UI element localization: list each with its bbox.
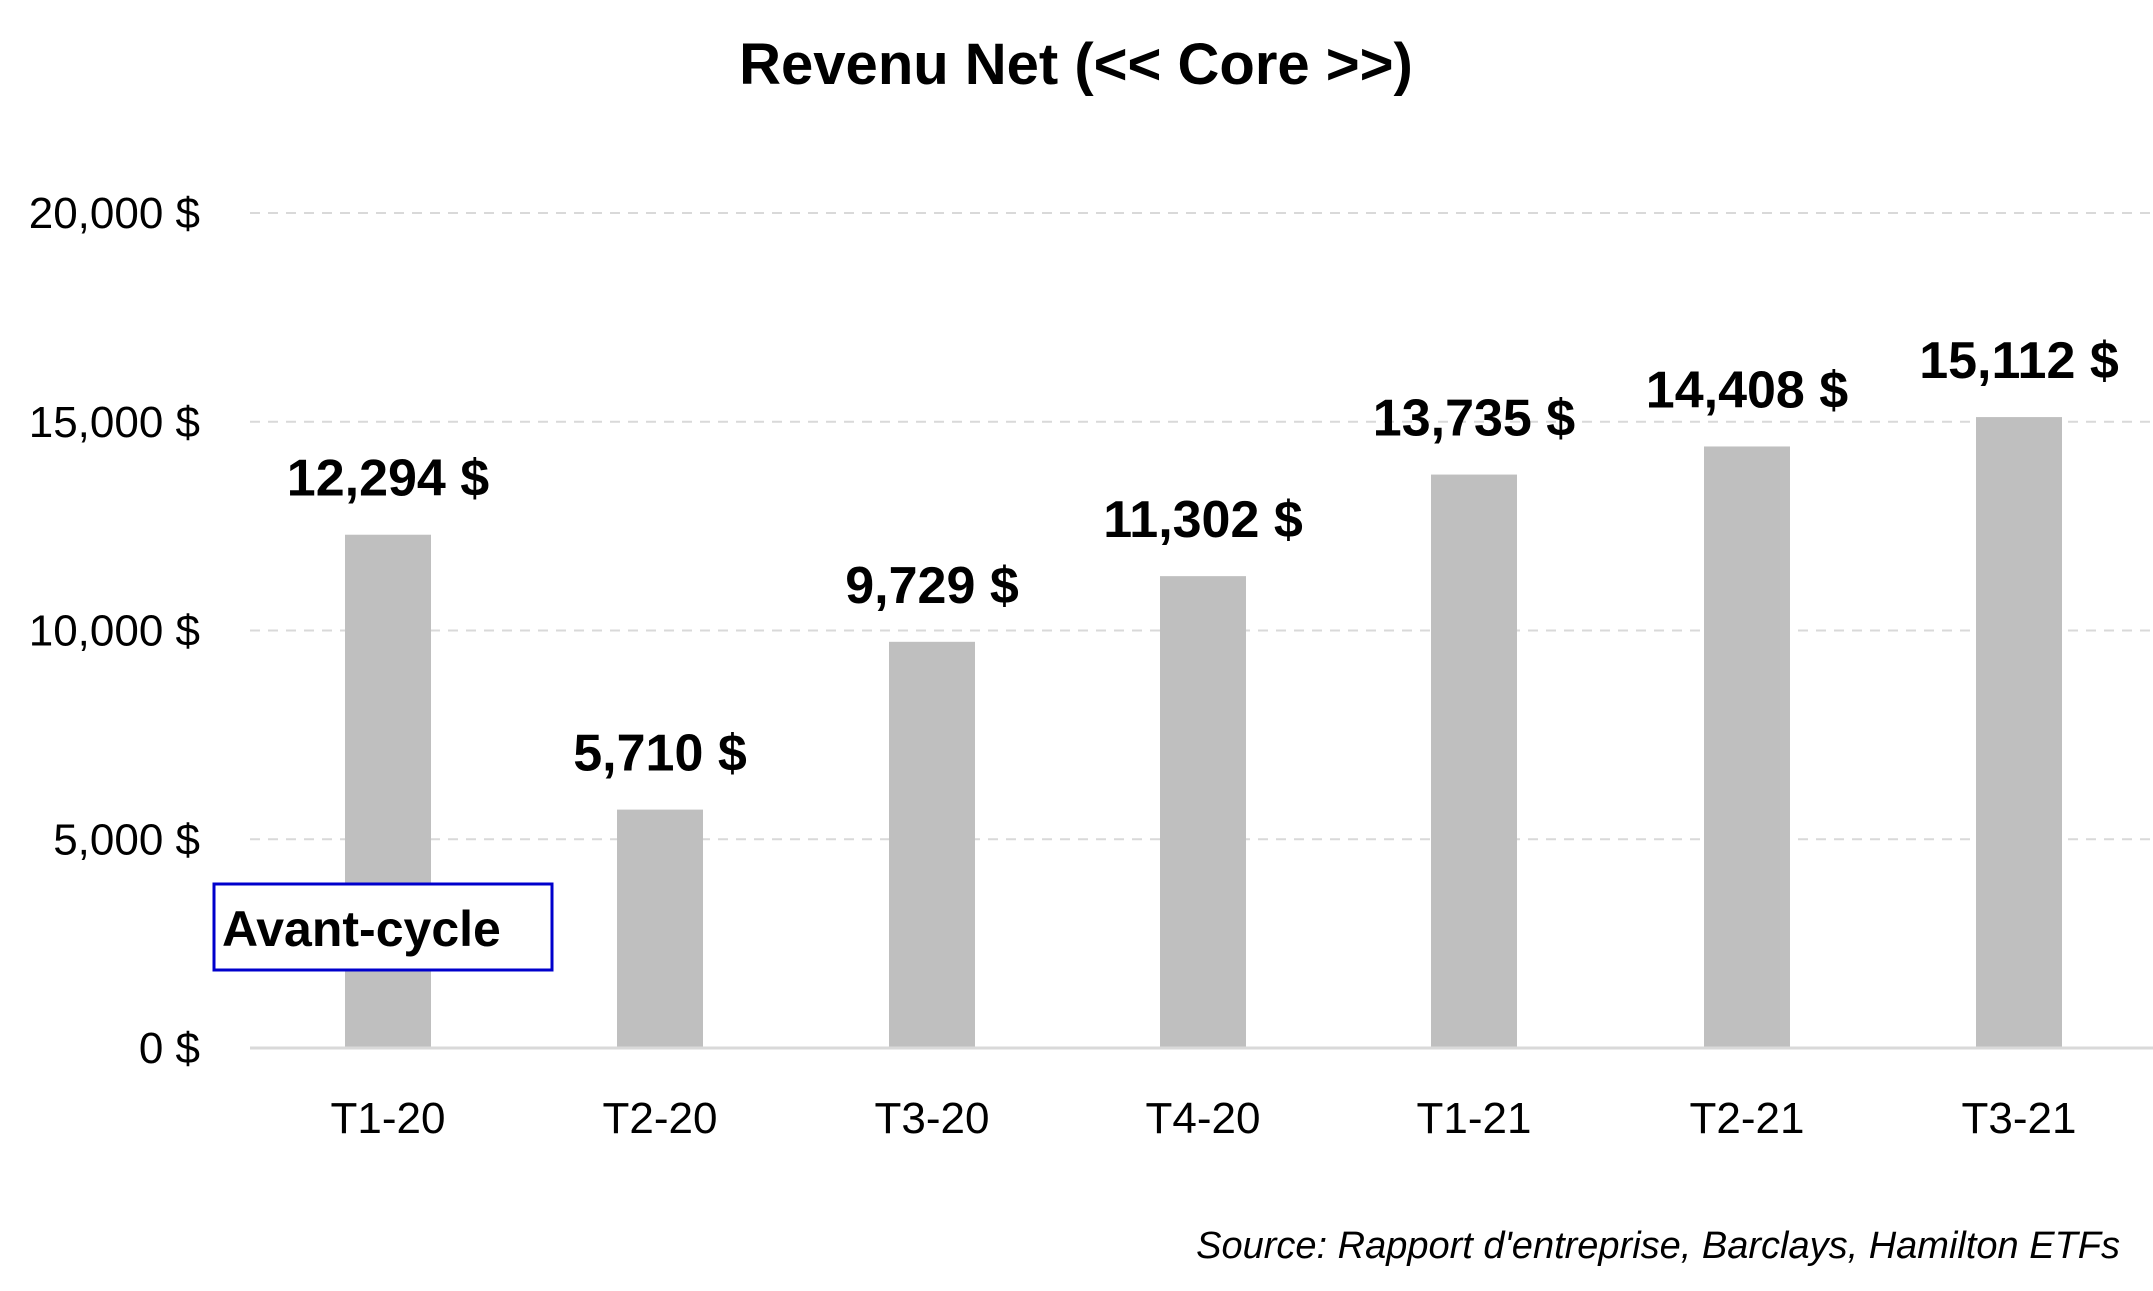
- data-label: 11,302 $: [1103, 491, 1303, 549]
- bar: [889, 641, 975, 1048]
- x-tick-label: T2-21: [1690, 1094, 1805, 1143]
- data-label: 5,710 $: [573, 725, 747, 783]
- y-axis-ticks: 0 $ 5,000 $ 10,000 $ 15,000 $ 20,000 $: [29, 189, 200, 1073]
- data-label: 15,112 $: [1919, 332, 2119, 390]
- x-tick-label: T4-20: [1146, 1094, 1261, 1143]
- x-tick-label: T3-21: [1962, 1094, 2077, 1143]
- y-tick-label: 5,000 $: [53, 815, 200, 864]
- x-tick-label: T3-20: [875, 1094, 990, 1143]
- data-label: 12,294 $: [287, 450, 489, 508]
- chart-title: Revenu Net (<< Core >>): [739, 32, 1413, 97]
- avant-cycle-annotation: Avant-cycle: [212, 882, 554, 972]
- data-labels: 12,294 $ 5,710 $ 9,729 $ 11,302 $ 13,735 $ 14…: [287, 332, 2119, 783]
- source-note: Source: Rapport d'entreprise, Barclays, …: [1196, 1225, 2120, 1267]
- data-label: 9,729 $: [845, 557, 1019, 615]
- x-tick-label: T1-21: [1417, 1094, 1532, 1143]
- gridlines: [250, 212, 2153, 841]
- y-tick-label: 15,000 $: [29, 398, 200, 447]
- bars: [345, 417, 2062, 1049]
- annotation-text: Avant-cycle: [222, 901, 501, 957]
- data-label: 14,408 $: [1646, 361, 1848, 419]
- bar: [617, 809, 703, 1048]
- bar: [1704, 446, 1790, 1048]
- annotation-box: [212, 882, 554, 972]
- y-tick-label: 20,000 $: [29, 189, 200, 238]
- bar: [1160, 576, 1246, 1048]
- x-tick-label: T2-20: [603, 1094, 718, 1143]
- y-tick-label: 10,000 $: [29, 607, 200, 656]
- bar: [1431, 474, 1517, 1049]
- y-tick-label: 0 $: [139, 1024, 200, 1073]
- data-label: 13,735 $: [1373, 390, 1575, 448]
- x-axis-ticks: T1-20 T2-20 T3-20 T4-20 T1-21 T2-21 T3-21: [331, 1094, 2077, 1143]
- bar: [1976, 417, 2062, 1049]
- x-tick-label: T1-20: [331, 1094, 446, 1143]
